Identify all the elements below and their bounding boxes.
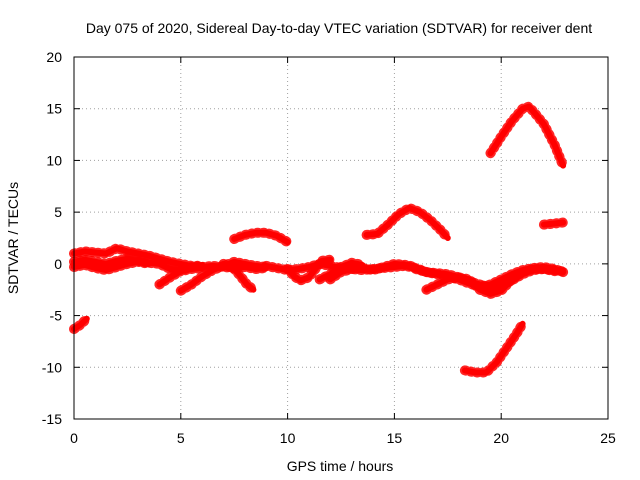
- chart-title: Day 075 of 2020, Sidereal Day-to-day VTE…: [86, 20, 592, 36]
- series-arc-8-markers: [229, 227, 293, 248]
- series-arc-12-markers: [314, 257, 368, 285]
- series-arc-11-markers: [325, 258, 421, 285]
- plot-frame: [73, 56, 609, 420]
- x-tick-label: 25: [600, 430, 616, 446]
- series-arc-1-markers: [69, 313, 92, 334]
- x-tick-label: 15: [387, 430, 403, 446]
- x-tick-label: 10: [280, 430, 296, 446]
- series-arc-13-markers: [361, 203, 453, 243]
- series-arc-5-markers: [154, 263, 208, 290]
- series-arc-15-markers: [421, 264, 569, 299]
- series-arc-7-markers: [218, 258, 259, 295]
- x-tick-label: 0: [70, 430, 78, 446]
- series-arc-18-markers: [538, 217, 569, 230]
- x-tick-label: 20: [493, 430, 509, 446]
- y-tick-label: 15: [46, 101, 62, 117]
- y-tick-label: -15: [42, 411, 62, 427]
- y-tick-label: 10: [46, 152, 62, 168]
- y-tick-label: 5: [54, 204, 62, 220]
- data-traces: [69, 101, 569, 378]
- y-tick-label: -5: [50, 308, 63, 324]
- x-axis-label: GPS time / hours: [287, 458, 394, 474]
- series-arc-16-markers: [459, 318, 528, 378]
- y-tick-label: 20: [46, 49, 62, 65]
- series-arc-17-markers: [485, 101, 569, 171]
- x-tick-label: 5: [177, 430, 185, 446]
- series-arc-10-markers: [282, 254, 336, 286]
- tick-labels: 0 5 10 15 20 25 -15 -10 -5 0 5 10 15 20: [42, 49, 616, 446]
- series-arc-4-markers: [69, 256, 154, 276]
- y-tick-label: -10: [42, 359, 62, 375]
- y-tick-label: 0: [54, 256, 62, 272]
- y-axis-label: SDTVAR / TECUs: [5, 182, 21, 294]
